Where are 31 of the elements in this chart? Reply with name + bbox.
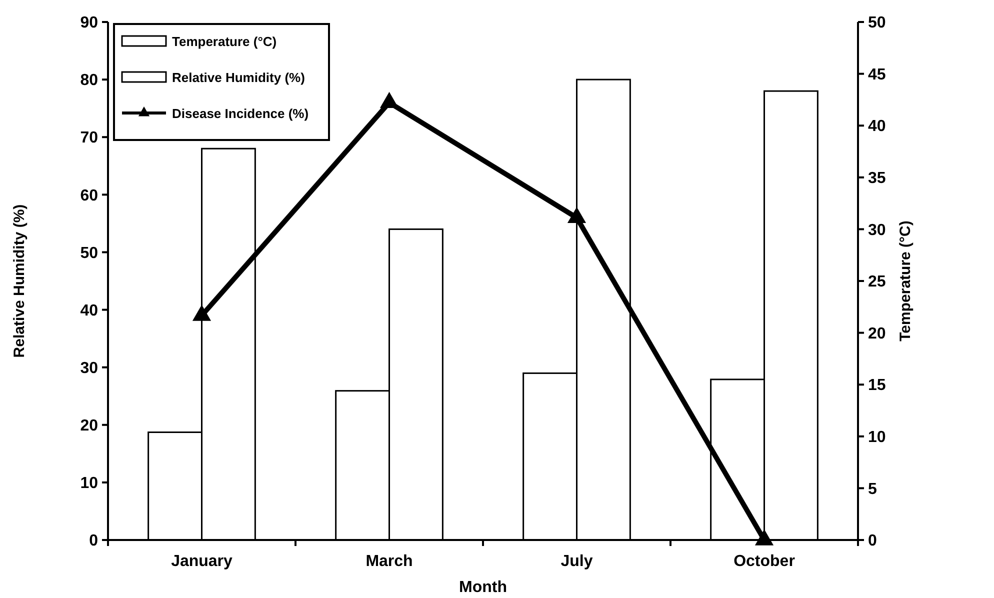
y-tick-label: 90: [80, 14, 98, 32]
x-tick-label: July: [560, 553, 593, 570]
y-tick-label: 50: [80, 244, 98, 262]
y2-axis-title: Temperature (°C): [897, 220, 914, 342]
y2-tick-label: 0: [868, 532, 877, 550]
y-tick-label: 10: [80, 475, 98, 492]
x-tick-label: March: [366, 553, 413, 570]
y2-tick-label: 45: [868, 66, 886, 84]
y-tick-label: 80: [80, 72, 98, 90]
y2-tick-label: 15: [868, 377, 886, 394]
legend-label: Relative Humidity (%): [172, 70, 305, 85]
x-tick-label: January: [171, 553, 233, 570]
y2-tick-label: 5: [868, 480, 877, 498]
y-tick-label: 0: [89, 532, 98, 550]
x-axis-title: Month: [459, 579, 507, 596]
y2-tick-label: 50: [868, 14, 886, 32]
y-tick-label: 60: [80, 187, 98, 204]
y-tick-label: 30: [80, 360, 98, 377]
y-axis-title: Relative Humidity (%): [11, 204, 28, 358]
y2-tick-label: 10: [868, 429, 886, 446]
legend-label: Temperature (°C): [172, 34, 277, 49]
y2-tick-label: 35: [868, 170, 886, 187]
y-tick-label: 20: [80, 417, 98, 434]
y2-tick-label: 30: [868, 222, 886, 239]
y2-tick-label: 25: [868, 274, 886, 291]
y-tick-label: 70: [80, 130, 98, 147]
y-tick-label: 40: [80, 302, 98, 320]
y2-tick-label: 40: [868, 118, 886, 136]
y2-tick-label: 20: [868, 325, 886, 342]
x-tick-label: October: [734, 553, 795, 570]
legend-label: Disease Incidence (%): [172, 106, 309, 121]
